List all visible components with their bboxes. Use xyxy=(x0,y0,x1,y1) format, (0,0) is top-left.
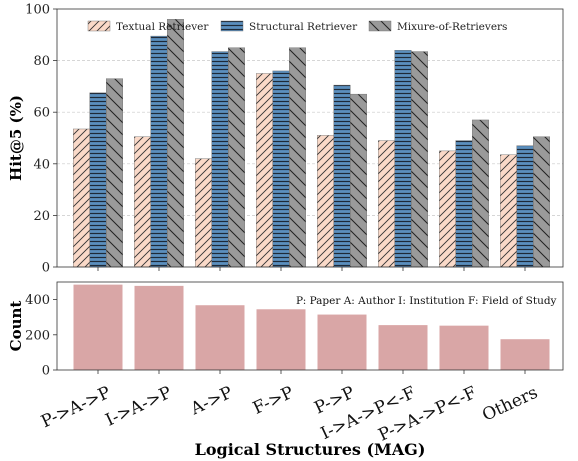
top-y-tick-label: 100 xyxy=(25,3,50,18)
top-bars xyxy=(73,19,550,268)
bar-mixure-of-retrievers-7 xyxy=(533,136,550,268)
count-bar-1 xyxy=(134,285,184,370)
bar-mixure-of-retrievers-6 xyxy=(472,119,489,268)
bottom-y-tick-label: 0 xyxy=(42,364,50,379)
top-y-axis-label: Hit@5 (%) xyxy=(7,95,25,181)
bar-textual-retriever-4 xyxy=(317,135,334,268)
top-y-tick-label: 60 xyxy=(33,106,50,121)
legend-label: Textual Retriever xyxy=(116,21,209,33)
bar-structural-retriever-5 xyxy=(394,50,412,268)
legend-swatch xyxy=(368,20,392,32)
x-tick-label: I->A->P xyxy=(103,383,175,431)
abbreviation-note: P: Paper A: Author I: Institution F: Fie… xyxy=(296,295,557,307)
bottom-y-tick-label: 200 xyxy=(25,328,50,343)
bar-textual-retriever-0 xyxy=(73,128,90,268)
bar-mixure-of-retrievers-3 xyxy=(289,47,306,268)
count-bar-5 xyxy=(378,325,428,370)
bottom-x-tick-labels: P->A->PI->A->P A->P F->P P->PI->A->P<-FP->A… xyxy=(38,383,541,446)
bar-textual-retriever-5 xyxy=(378,140,395,268)
bottom-plot-frame xyxy=(56,281,564,371)
count-bar-4 xyxy=(317,314,367,370)
bar-mixure-of-retrievers-4 xyxy=(350,93,367,268)
x-tick-label: A->P xyxy=(187,383,236,420)
count-bar-6 xyxy=(439,325,489,370)
x-tick-label: P->A->P xyxy=(38,383,114,432)
bottom-bars xyxy=(73,284,550,374)
bar-mixure-of-retrievers-0 xyxy=(106,78,123,268)
bar-structural-retriever-0 xyxy=(89,92,107,268)
bottom-y-axis-label: Count xyxy=(7,301,25,352)
legend-label: Structural Retriever xyxy=(249,21,358,33)
top-y-tick-label: 20 xyxy=(33,209,50,224)
top-panel: 0 20 40 60 80 100 Hit@5 (%) Textual Retriever… xyxy=(7,3,564,276)
bar-structural-retriever-2 xyxy=(211,51,229,268)
bar-structural-retriever-4 xyxy=(333,84,351,268)
bar-mixure-of-retrievers-1 xyxy=(167,19,184,268)
bar-mixure-of-retrievers-5 xyxy=(411,51,428,268)
count-bar-2 xyxy=(195,305,245,370)
count-bar-3 xyxy=(256,309,306,370)
bar-textual-retriever-3 xyxy=(256,73,273,268)
count-bar-0 xyxy=(73,284,123,370)
bar-structural-retriever-1 xyxy=(150,35,168,268)
legend-swatch xyxy=(87,20,111,32)
bar-textual-retriever-2 xyxy=(195,158,212,268)
bottom-y-ticks: 0 200 400 xyxy=(25,293,57,379)
legend-swatch xyxy=(220,20,244,32)
bottom-panel: 0 200 400 Count P: Paper A: Author I: Inst… xyxy=(7,281,564,459)
legend-label: Mixure-of-Retrievers xyxy=(397,21,507,33)
bar-textual-retriever-7 xyxy=(500,154,517,268)
top-x-ticks xyxy=(97,267,526,271)
top-y-tick-label: 40 xyxy=(33,157,50,172)
bottom-y-tick-label: 400 xyxy=(25,293,50,308)
x-axis-label: Logical Structures (MAG) xyxy=(195,440,426,459)
top-y-ticks: 0 20 40 60 80 100 xyxy=(25,3,57,276)
top-y-tick-label: 80 xyxy=(33,54,50,69)
count-bar-7 xyxy=(500,339,550,370)
legend: Textual Retriever Structural Retriever Mix… xyxy=(87,20,507,33)
top-plot-frame xyxy=(56,8,564,268)
x-tick-label: F->P xyxy=(250,383,297,419)
bar-structural-retriever-6 xyxy=(455,140,473,268)
bar-structural-retriever-3 xyxy=(272,70,290,268)
bar-mixure-of-retrievers-2 xyxy=(228,47,245,268)
bar-structural-retriever-7 xyxy=(516,145,534,268)
bar-textual-retriever-6 xyxy=(439,150,456,268)
x-tick-label: Others xyxy=(479,383,541,426)
bar-textual-retriever-1 xyxy=(134,136,151,268)
top-y-tick-label: 0 xyxy=(42,261,50,276)
